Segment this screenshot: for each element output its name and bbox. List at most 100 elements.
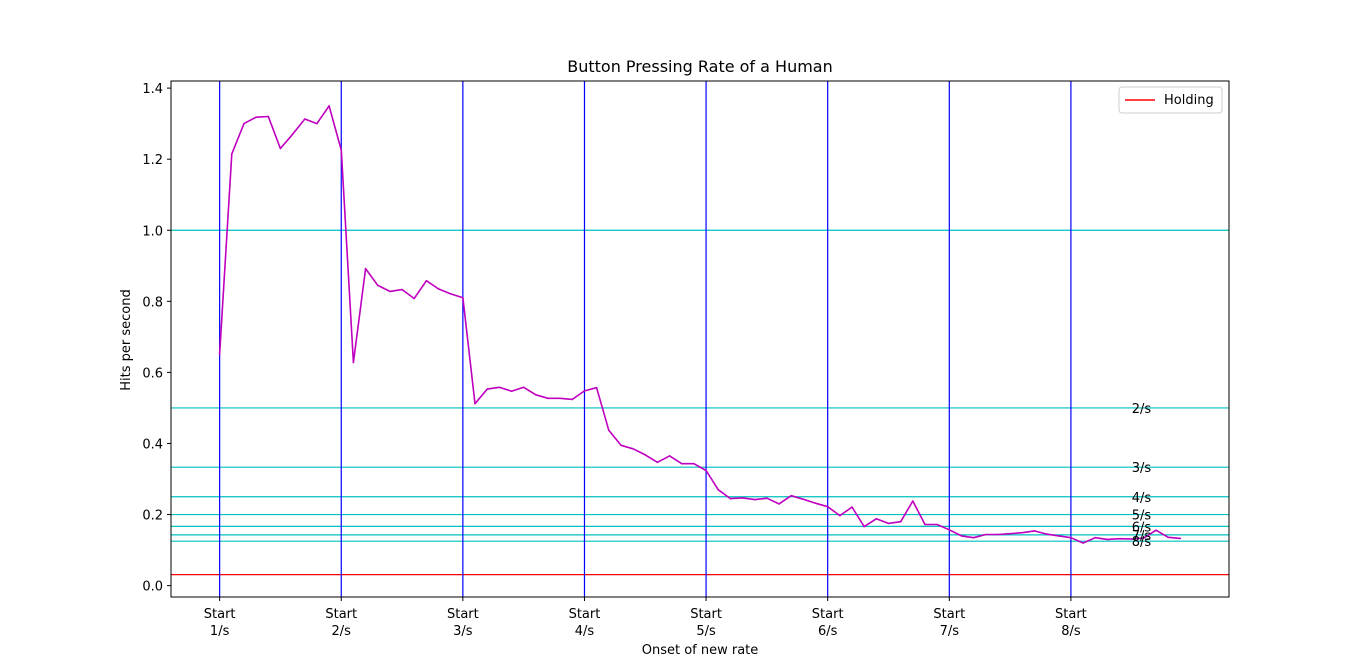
- data-point: [741, 497, 744, 499]
- data-point: [595, 386, 598, 389]
- data-point: [668, 455, 671, 457]
- y-tick-label: 1.4: [142, 82, 163, 97]
- data-point: [231, 153, 233, 155]
- data-point: [826, 505, 829, 508]
- data-point: [1082, 542, 1084, 544]
- chart-title: Button Pressing Rate of a Human: [567, 57, 833, 76]
- reference-label: 6/s: [1132, 520, 1152, 535]
- y-tick-label: 1.2: [142, 153, 163, 168]
- data-point: [559, 397, 561, 400]
- data-point: [1057, 535, 1060, 537]
- data-point: [875, 518, 878, 520]
- plot-frame: [170, 80, 1230, 598]
- data-point: [486, 388, 488, 390]
- data-point: [717, 488, 720, 491]
- reference-label: 2/s: [1132, 402, 1152, 417]
- data-point: [851, 506, 853, 508]
- data-point: [960, 535, 963, 537]
- data-point: [1155, 529, 1157, 531]
- data-point: [243, 122, 245, 125]
- data-point: [316, 122, 318, 125]
- data-point: [997, 533, 999, 536]
- data-point: [972, 536, 975, 539]
- data-point: [1045, 533, 1048, 535]
- data-point: [547, 397, 549, 400]
- data-point: [607, 429, 610, 432]
- data-point: [279, 147, 282, 150]
- data-point: [899, 520, 902, 523]
- data-point: [401, 288, 403, 291]
- reference-label: 5/s: [1132, 509, 1152, 524]
- x-tick-label: Start: [812, 607, 844, 622]
- data-point: [474, 402, 476, 405]
- data-point: [656, 461, 659, 464]
- data-point: [510, 390, 513, 393]
- data-point: [437, 288, 440, 290]
- data-point: [413, 297, 416, 300]
- data-point: [340, 149, 343, 152]
- data-point: [839, 514, 841, 517]
- data-point: [1070, 536, 1072, 539]
- reference-label: 8/s: [1132, 535, 1152, 550]
- data-point: [948, 529, 951, 531]
- data-point: [1167, 536, 1169, 539]
- data-point: [376, 284, 379, 287]
- data-point: [729, 497, 732, 500]
- data-point: [936, 523, 938, 526]
- x-tick-label: 2/s: [332, 624, 352, 639]
- data-point: [571, 398, 574, 401]
- data-point: [218, 353, 221, 356]
- data-point: [790, 494, 793, 497]
- data-point: [328, 105, 330, 107]
- y-tick-label: 0.2: [142, 509, 163, 524]
- y-tick-label: 0.6: [142, 366, 163, 381]
- data-point: [753, 498, 756, 501]
- data-point: [498, 386, 501, 389]
- data-point: [802, 498, 805, 501]
- data-point: [449, 293, 452, 295]
- data-point: [644, 454, 647, 456]
- data-point: [632, 448, 634, 450]
- data-point: [303, 118, 306, 120]
- x-tick-label: 8/s: [1061, 624, 1081, 639]
- x-axis-label: Onset of new rate: [642, 643, 759, 658]
- data-point: [924, 523, 926, 526]
- x-tick-label: 5/s: [696, 624, 716, 639]
- data-point: [778, 503, 780, 505]
- x-tick-label: 4/s: [575, 624, 595, 639]
- data-point: [1143, 537, 1145, 539]
- x-tick-label: Start: [1055, 607, 1087, 622]
- data-point: [535, 393, 537, 396]
- data-point: [1118, 537, 1121, 540]
- y-tick-label: 1.0: [142, 224, 163, 239]
- x-tick-label: Start: [690, 607, 722, 622]
- data-point: [1094, 536, 1097, 539]
- data-point: [1021, 531, 1024, 534]
- data-point: [462, 296, 464, 299]
- data-point: [887, 522, 890, 525]
- x-tick-label: 7/s: [940, 624, 960, 639]
- reference-label: 7/s: [1132, 529, 1152, 544]
- x-tick-label: 3/s: [453, 624, 473, 639]
- legend-label: Holding: [1164, 93, 1214, 108]
- data-point: [814, 502, 817, 504]
- data-point: [863, 525, 865, 528]
- x-tick-label: 6/s: [818, 624, 838, 639]
- data-point: [352, 361, 355, 364]
- data-point: [705, 469, 707, 472]
- data-point: [693, 462, 695, 465]
- reference-label: 4/s: [1132, 491, 1152, 506]
- data-point: [364, 267, 367, 270]
- x-tick-label: Start: [447, 607, 479, 622]
- data-point: [984, 533, 987, 536]
- y-axis-label: Hits per second: [119, 289, 134, 390]
- data-point: [912, 500, 914, 502]
- data-point: [255, 116, 257, 119]
- data-point: [389, 290, 391, 293]
- y-tick-label: 0.8: [142, 295, 163, 310]
- data-point: [1130, 538, 1133, 540]
- reference-label: 3/s: [1132, 461, 1152, 476]
- data-point: [1106, 538, 1109, 541]
- data-point: [1009, 532, 1011, 535]
- x-tick-label: 1/s: [210, 624, 230, 639]
